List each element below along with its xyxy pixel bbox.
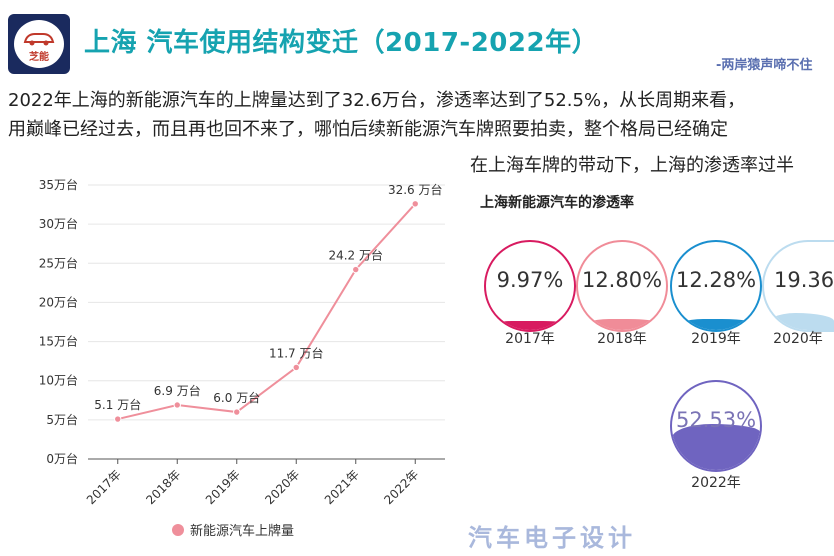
- data-label: 11.7 万台: [269, 345, 324, 360]
- logo-badge: 芝能: [14, 20, 64, 68]
- data-point: [114, 415, 122, 423]
- penetration-title: 上海新能源汽车的渗透率: [480, 195, 634, 211]
- bubble-fill: [486, 321, 574, 330]
- x-tick-label: 2022年: [381, 467, 421, 507]
- y-tick-label: 5万台: [46, 412, 78, 427]
- y-tick-label: 10万台: [39, 373, 78, 388]
- y-tick-label: 30万台: [39, 216, 78, 231]
- data-label: 6.9 万台: [154, 383, 201, 398]
- body-paragraph-2: 用巅峰已经过去，而且再也回不来了，哪怕后续新能源汽车牌照要拍卖，整个格局已经确定: [8, 119, 728, 140]
- legend-marker: [172, 524, 184, 536]
- bubble-fill: [672, 319, 760, 330]
- chart-legend: 新能源汽车上牌量: [172, 523, 294, 539]
- penetration-bubble-2020: 19.36%: [762, 240, 834, 332]
- penetration-bubble-2022: 52.53%: [670, 380, 762, 472]
- data-label: 32.6 万台: [388, 182, 443, 197]
- bubble-year: 2018年: [597, 331, 647, 347]
- body-paragraph-1: 2022年上海的新能源汽车的上牌量达到了32.6万台，渗透率达到了52.5%，从…: [8, 90, 746, 111]
- chart-axes: 0万台 5万台 10万台 15万台 20万台 25万台 30万台 35万台 2017年 2018年…: [39, 177, 445, 507]
- data-label: 6.0 万台: [213, 390, 260, 405]
- y-tick-label: 0万台: [46, 451, 78, 466]
- page-title: 上海 汽车使用结构变迁（2017-2022年）: [84, 28, 599, 58]
- legend-label: 新能源汽车上牌量: [190, 523, 294, 539]
- bubble-value: 52.53%: [675, 408, 757, 432]
- chart-series: 5.1 万台 6.9 万台 6.0 万台 11.7 万台 24.2 万台 32.6 万台: [94, 182, 443, 423]
- penetration-bubble-2018: 12.80%: [576, 240, 668, 332]
- chart-grid: [88, 184, 445, 421]
- bubble-year: 2020年: [773, 331, 823, 347]
- bubble-value: 19.36%: [774, 268, 834, 292]
- penetration-bubble-2017: 9.97%: [484, 240, 576, 332]
- data-point: [173, 401, 181, 409]
- data-point: [292, 363, 300, 372]
- x-tick-label: 2019年: [203, 467, 243, 507]
- data-point: [411, 200, 419, 208]
- penetration-bubble-2019: 12.28%: [670, 240, 762, 332]
- bubble-year: 2022年: [691, 475, 741, 491]
- data-point: [233, 408, 241, 416]
- x-tick-label: 2021年: [322, 467, 362, 507]
- bubble-year: 2019年: [691, 331, 741, 347]
- data-label: 5.1 万台: [94, 397, 141, 412]
- logo: 芝能: [8, 14, 70, 74]
- bubble-fill: [578, 318, 666, 330]
- y-tick-label: 25万台: [39, 255, 78, 270]
- bubble-fill: [764, 312, 834, 330]
- bubble-value: 9.97%: [496, 268, 564, 292]
- y-tick-label: 35万台: [39, 177, 78, 192]
- author-label: -两岸猿声啼不住: [716, 58, 813, 73]
- series-line: [117, 203, 416, 421]
- logo-text: 芝能: [29, 52, 49, 63]
- bubble-fill: [672, 423, 760, 470]
- car-icon: [23, 33, 55, 46]
- data-point: [352, 265, 360, 274]
- data-label: 24.2 万台: [328, 248, 383, 263]
- body-paragraph-3: 在上海车牌的带动下，上海的渗透率过半: [470, 155, 794, 176]
- x-tick-label: 2017年: [84, 467, 124, 507]
- x-tick-label: 2018年: [143, 467, 183, 507]
- y-tick-label: 20万台: [39, 294, 78, 309]
- registration-line-chart: 0万台 5万台 10万台 15万台 20万台 25万台 30万台 35万台 2017年 2018年…: [39, 177, 445, 539]
- bubble-value: 12.80%: [581, 268, 663, 292]
- bubble-value: 12.28%: [675, 268, 757, 292]
- y-tick-label: 15万台: [39, 334, 78, 349]
- watermark: 汽车电子设计: [468, 524, 636, 552]
- bubble-year: 2017年: [505, 331, 555, 347]
- x-tick-label: 2020年: [262, 467, 302, 507]
